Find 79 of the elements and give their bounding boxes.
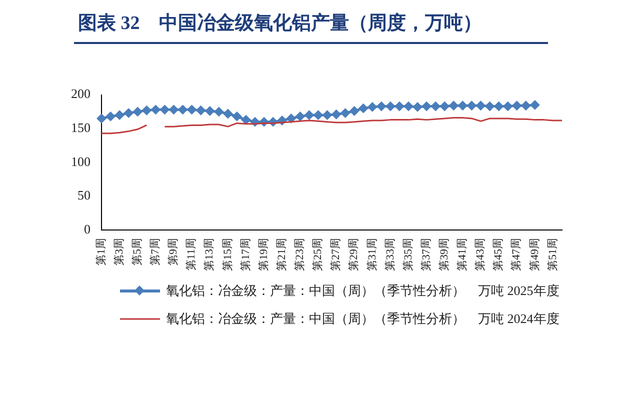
point <box>214 107 224 116</box>
point <box>187 105 196 114</box>
x-tick-label: 第25周 <box>312 238 324 271</box>
point <box>169 105 178 114</box>
point <box>376 102 386 111</box>
x-tick-label: 第27周 <box>330 238 342 271</box>
point <box>386 102 395 111</box>
point <box>142 106 152 115</box>
x-tick-label: 第45周 <box>492 238 505 271</box>
point <box>422 102 432 111</box>
chart-title: 图表 32 中国冶金级氧化铝产量（周度，万吨） <box>74 8 548 44</box>
point <box>512 101 522 110</box>
point <box>151 105 160 114</box>
point <box>106 112 115 121</box>
x-tick-label: 第19周 <box>258 238 270 271</box>
point <box>242 115 250 124</box>
x-tick-label: 第5周 <box>132 238 144 266</box>
x-tick-label: 第37周 <box>420 238 432 271</box>
point <box>296 112 305 121</box>
x-tick-label: 第51周 <box>546 238 559 271</box>
point <box>133 107 142 116</box>
point <box>458 101 468 110</box>
y-tick-label: 0 <box>84 221 90 236</box>
point <box>431 102 440 111</box>
x-tick-label: 第13周 <box>204 238 216 271</box>
y-tick-label: 50 <box>78 188 90 203</box>
x-tick-label: 第21周 <box>276 238 288 271</box>
point <box>503 102 512 111</box>
point <box>449 101 458 110</box>
x-tick-label: 第33周 <box>384 238 396 271</box>
x-tick-label: 第3周 <box>113 238 126 266</box>
point <box>413 102 422 112</box>
point <box>322 110 332 120</box>
point <box>97 114 106 123</box>
point <box>476 101 486 110</box>
x-tick-label: 第41周 <box>456 238 469 271</box>
x-tick-label: 第1周 <box>95 238 108 266</box>
x-tick-label: 第29周 <box>348 238 360 271</box>
point <box>521 101 530 110</box>
point <box>332 110 341 119</box>
point <box>115 110 124 120</box>
x-tick-label: 第47周 <box>510 238 523 271</box>
point <box>440 102 450 111</box>
x-tick-label: 第49周 <box>528 238 541 271</box>
point <box>368 102 377 112</box>
point <box>196 106 206 115</box>
x-tick-label: 第11周 <box>186 238 198 271</box>
x-tick-label: 第17周 <box>240 238 252 271</box>
point <box>530 100 540 110</box>
x-tick-label: 第39周 <box>438 238 451 271</box>
point <box>395 102 404 111</box>
x-tick-label: 第9周 <box>168 238 180 266</box>
point <box>232 112 242 121</box>
point <box>467 101 476 110</box>
y-tick-label: 100 <box>71 154 90 169</box>
point <box>286 114 296 123</box>
point <box>223 109 232 118</box>
point <box>494 102 504 111</box>
point <box>314 110 323 120</box>
point <box>485 102 494 111</box>
point <box>124 108 134 118</box>
x-tick-label: 第7周 <box>150 238 162 266</box>
y-tick-label: 150 <box>71 120 90 136</box>
x-tick-label: 第15周 <box>222 238 234 271</box>
point <box>358 104 368 113</box>
point <box>340 108 350 118</box>
x-tick-label: 第35周 <box>402 238 414 271</box>
x-tick-label: 第31周 <box>366 238 378 271</box>
point <box>160 105 170 114</box>
y-tick-label: 200 <box>71 86 90 102</box>
point <box>178 105 188 114</box>
x-tick-label: 第23周 <box>294 238 306 271</box>
x-tick-label: 第43周 <box>474 238 487 271</box>
legend-label: 氧化铝：冶金级：产量：中国（周）（季节性分析） 万吨 2025年度 <box>166 282 560 300</box>
legend-label: 氧化铝：冶金级：产量：中国（周）（季节性分析） 万吨 2024年度 <box>166 310 560 328</box>
point <box>350 106 359 116</box>
point <box>304 110 314 120</box>
point <box>205 106 214 116</box>
point <box>404 102 413 111</box>
